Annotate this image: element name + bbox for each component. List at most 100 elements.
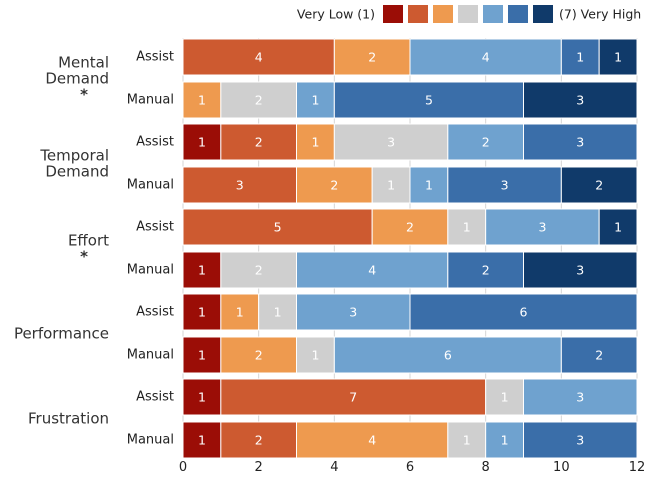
bar-segment-count: 1 [614, 220, 622, 235]
bar-segment-count: 3 [576, 135, 584, 150]
condition-label: Manual [127, 348, 174, 363]
bar-segment-count: 5 [425, 93, 433, 108]
x-tick-label: 12 [629, 460, 646, 475]
bar-segment-level-4 [220, 251, 297, 289]
bar-segment-count: 1 [198, 135, 206, 150]
bar-segment-count: 6 [520, 305, 528, 320]
x-tick-label: 4 [330, 460, 338, 475]
bar-segment-count: 6 [444, 348, 452, 363]
bar-segment-level-6 [560, 336, 638, 374]
bar-segment-count: 2 [595, 178, 603, 193]
bar-segment-level-4 [296, 336, 335, 374]
bar-segment-level-3 [296, 166, 373, 204]
bar-segment-level-7 [523, 251, 638, 289]
bar-segment-level-2 [182, 208, 373, 246]
bar-segment-count: 1 [501, 433, 509, 448]
bar-segment-level-3 [220, 336, 297, 374]
bar-segment-count: 1 [236, 305, 244, 320]
legend-swatch-level-2 [408, 5, 428, 23]
significance-marker: * [80, 86, 88, 104]
bar-segment-count: 1 [198, 390, 206, 405]
bar-segment-level-6 [523, 421, 638, 459]
bar-segment-level-2 [220, 378, 487, 416]
bar-segment-level-2 [182, 166, 297, 204]
bar-segment-count: 5 [274, 220, 282, 235]
bar-segment-level-6 [333, 81, 525, 119]
x-tick-label: 10 [553, 460, 570, 475]
bar-segment-level-1 [182, 123, 222, 161]
bar-segment-count: 7 [349, 390, 357, 405]
bar-segment-level-5 [485, 208, 600, 246]
bar-segment-level-5 [447, 123, 525, 161]
bar-segment-count: 3 [576, 93, 584, 108]
bar-segment-count: 1 [501, 390, 509, 405]
legend-swatch-level-1 [383, 5, 403, 23]
axis-labels: 0 2 4 6 8 10 12AssistManualMentalDemand*Assist… [14, 50, 645, 476]
bar-segment-level-6 [409, 293, 638, 331]
bar-segment-level-3 [333, 38, 411, 76]
bar-segment-count: 1 [198, 263, 206, 278]
bar-segment-level-5 [333, 336, 562, 374]
group-label: Performance [14, 325, 109, 343]
bar-segment-level-5 [409, 38, 562, 76]
bar-segment-level-6 [447, 166, 562, 204]
bar-segment-level-2 [220, 123, 297, 161]
bar-segment-count: 2 [255, 348, 263, 363]
condition-label: Manual [127, 93, 174, 108]
bar-segment-count: 3 [387, 135, 395, 150]
condition-label: Manual [127, 433, 174, 448]
bar-segment-count: 2 [482, 135, 490, 150]
bar-segment-level-7 [560, 166, 638, 204]
bar-segment-level-3 [182, 81, 222, 119]
bar-segment-count: 1 [198, 93, 206, 108]
condition-label: Assist [136, 135, 174, 150]
bar-segment-level-5 [296, 293, 411, 331]
group-label: Demand [45, 70, 109, 88]
bar-segment-level-7 [598, 208, 638, 246]
group-label: Temporal [39, 147, 109, 165]
bar-segment-level-5 [296, 251, 449, 289]
bar-segment-level-2 [220, 421, 297, 459]
legend-high-label: (7) Very High [559, 7, 641, 22]
bar-segment-level-4 [485, 378, 524, 416]
bar-segment-count: 1 [311, 348, 319, 363]
bar-segment-count: 1 [274, 305, 282, 320]
bar-segment-level-5 [296, 81, 335, 119]
bar-segment-level-7 [523, 81, 638, 119]
bar-segment-count: 3 [576, 433, 584, 448]
bar-segment-count: 3 [349, 305, 357, 320]
bar-segment-count: 4 [482, 50, 490, 65]
bar-segment-count: 2 [255, 93, 263, 108]
bar-segment-count: 3 [501, 178, 509, 193]
bar-segment-count: 1 [198, 348, 206, 363]
condition-label: Assist [136, 50, 174, 65]
legend-swatch-level-6 [508, 5, 528, 23]
bar-segment-level-1 [182, 378, 222, 416]
condition-label: Assist [136, 390, 174, 405]
bars: 4 2 4 1 1 1 2 1 5 3 1 2 1 3 2 3 3 2 1 1 3 2 5 2 1 3 1 1 2 4 2 3 1 1 1 3 6 1 2 1… [182, 38, 638, 459]
bar-segment-count: 1 [614, 50, 622, 65]
bar-segment-count: 2 [368, 50, 376, 65]
significance-marker: * [80, 248, 88, 266]
bar-segment-level-6 [447, 251, 525, 289]
bar-segment-count: 2 [482, 263, 490, 278]
bar-segment-count: 1 [198, 433, 206, 448]
bar-segment-level-4 [371, 166, 411, 204]
condition-label: Assist [136, 220, 174, 235]
bar-segment-count: 1 [576, 50, 584, 65]
bar-segment-count: 2 [595, 348, 603, 363]
legend-low-label: Very Low (1) [297, 7, 375, 22]
bar-segment-count: 1 [311, 93, 319, 108]
bar-segment-level-5 [485, 421, 524, 459]
bar-segment-count: 1 [425, 178, 433, 193]
bar-segment-count: 2 [330, 178, 338, 193]
bar-segment-count: 4 [368, 263, 376, 278]
group-label: Mental [58, 54, 109, 72]
bar-segment-count: 2 [255, 135, 263, 150]
bar-segment-count: 3 [576, 263, 584, 278]
bar-segment-level-3 [371, 208, 449, 246]
legend: Very Low (1) (7) Very High [297, 5, 641, 23]
condition-label: Manual [127, 263, 174, 278]
condition-label: Assist [136, 305, 174, 320]
